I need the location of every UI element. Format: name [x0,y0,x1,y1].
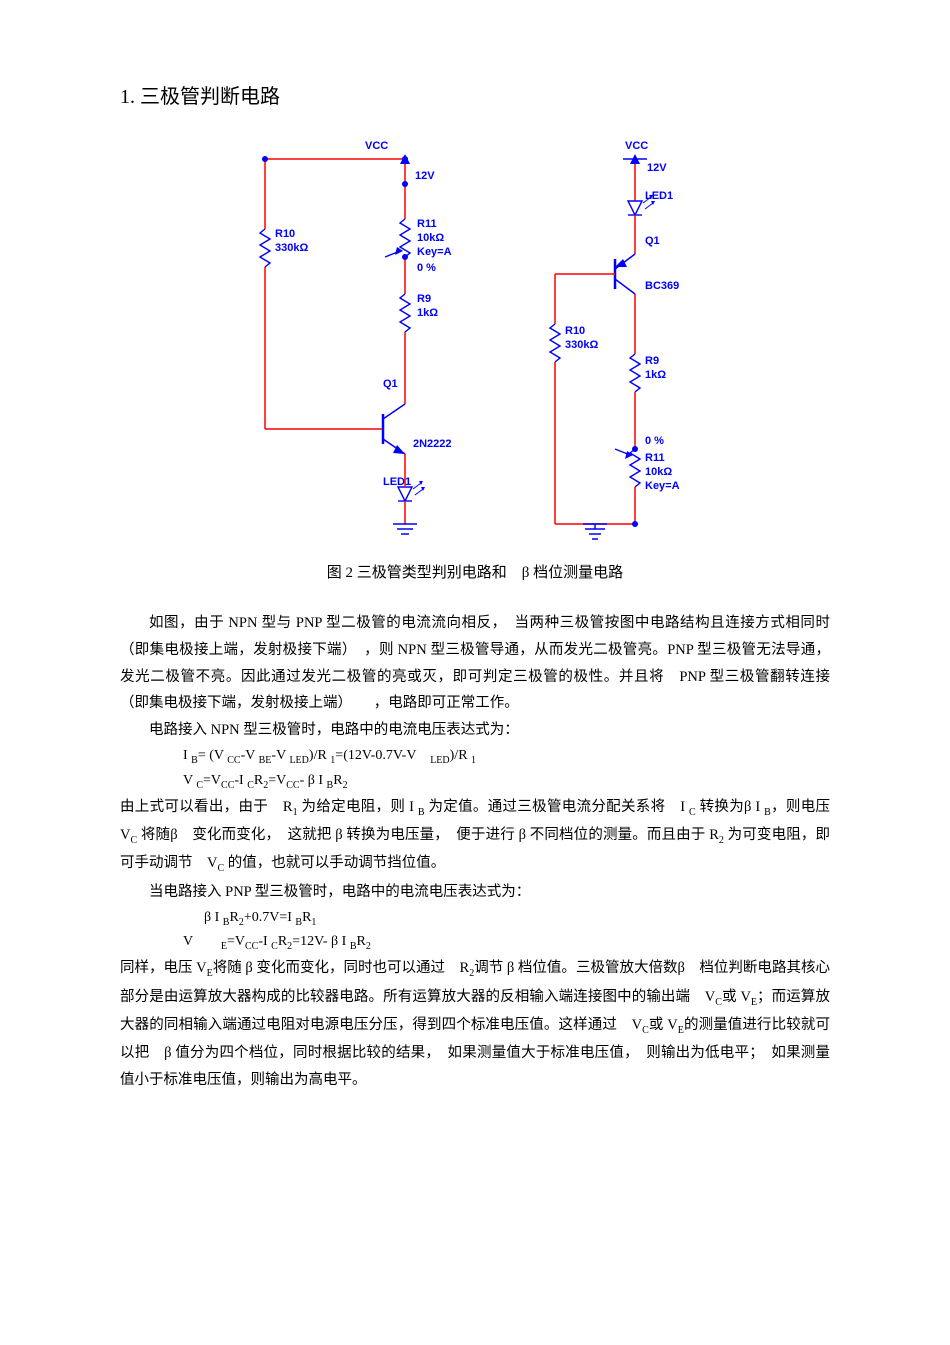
r11-key-right: Key=A [645,480,680,492]
r11-key-left: Key=A [417,246,452,258]
circuit-npn-svg: VCC 12V R10 330kΩ R11 10kΩ Key=A 0 % [235,129,455,549]
r11-name-right: R11 [645,452,665,464]
r11-name-left: R11 [417,218,437,230]
formula-1: I B= (V CC-V BE-V LED)/R 1=(12V-0.7V-V L… [120,744,830,769]
vcc-volt-left: 12V [415,170,435,182]
vcc-label-right: VCC [625,140,648,152]
paragraph-4: 当电路接入 PNP 型三极管时，电路中的电流电压表达式为： [120,879,830,906]
paragraph-1: 如图，由于 NPN 型与 PNP 型二极管的电流流向相反， 当两种三极管按图中电… [120,610,830,717]
r9-name-right: R9 [645,355,659,367]
vcc-label-left: VCC [365,140,388,152]
q1-type-left: 2N2222 [413,438,452,450]
circuit-pnp: VCC 12V LED1 Q1 BC36 [515,129,715,549]
q1-name-right: Q1 [645,235,660,247]
led-name-left: LED1 [383,476,411,488]
r11-val-left: 10kΩ [417,232,444,244]
figure-caption: 图 2 三极管类型判别电路和 β 档位测量电路 [120,561,830,582]
r9-name-left: R9 [417,293,431,305]
led-name-right: LED1 [645,190,673,202]
vcc-volt-right: 12V [647,162,667,174]
r10-val-left: 330kΩ [275,242,308,254]
q1-type-right: BC369 [645,280,679,292]
r10-name-left: R10 [275,228,295,240]
r10-val-right: 330kΩ [565,339,598,351]
formula-3: β I BR2+0.7V=I BR1 [120,906,830,931]
r11-pct-right: 0 % [645,435,664,447]
circuit-pnp-svg: VCC 12V LED1 Q1 BC36 [515,129,715,549]
paragraph-5: 同样，电压 VE将随 β 变化而变化，同时也可以通过 R2调节 β 档位值。三极… [120,955,830,1094]
paragraph-3: 由上式可以看出，由于 R1 为给定电阻，则 I B 为定值。通过三极管电流分配关… [120,794,830,879]
r10-name-right: R10 [565,325,585,337]
r11-val-right: 10kΩ [645,466,672,478]
circuit-npn: VCC 12V R10 330kΩ R11 10kΩ Key=A 0 % [235,129,455,549]
formula-2: V C=VCC-I CR2=VCC- β I BR2 [120,769,830,794]
paragraph-2: 电路接入 NPN 型三极管时，电路中的电流电压表达式为： [120,717,830,744]
r9-val-right: 1kΩ [645,369,666,381]
r11-pct-left: 0 % [417,262,436,274]
q1-name-left: Q1 [383,378,398,390]
r9-val-left: 1kΩ [417,307,438,319]
formula-4: V E=VCC-I CR2=12V- β I BR2 [120,930,830,955]
body-text: 如图，由于 NPN 型与 PNP 型二极管的电流流向相反， 当两种三极管按图中电… [120,610,830,1094]
section-title: 1. 三极管判断电路 [120,80,830,109]
circuit-diagram-container: VCC 12V R10 330kΩ R11 10kΩ Key=A 0 % [120,129,830,549]
